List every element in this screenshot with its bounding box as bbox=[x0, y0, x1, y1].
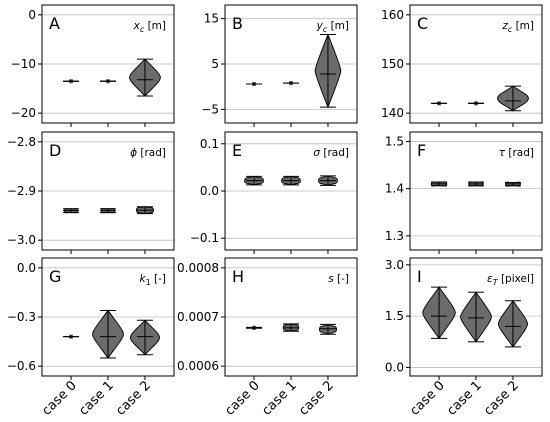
y-tick-label: 0.0008 bbox=[177, 261, 219, 275]
panel-variable-label: k1 [-] bbox=[139, 273, 166, 287]
panel-letter: I bbox=[417, 267, 422, 286]
x-category-label: case 0 bbox=[39, 378, 80, 419]
panel-letter: H bbox=[232, 267, 244, 286]
x-category-label: case 2 bbox=[296, 378, 337, 419]
panel-letter: E bbox=[232, 141, 242, 160]
panel-letter: F bbox=[417, 141, 426, 160]
panel-letter: C bbox=[417, 14, 428, 33]
y-tick-label: 0.1 bbox=[200, 137, 219, 151]
y-tick-label: 0.0 bbox=[200, 184, 219, 198]
y-tick-label: −3.0 bbox=[7, 233, 36, 247]
y-tick-label: 160 bbox=[381, 8, 404, 22]
x-category-label: case 1 bbox=[259, 378, 300, 419]
panel-E: 0.1 0.0 −0.1 E σ [rad] bbox=[190, 131, 358, 254]
panel-variable-label: ϕ [rad] bbox=[130, 147, 166, 159]
y-tick-label: 0.0006 bbox=[177, 359, 219, 373]
panel-B: 15 5 −5 B yc [m] bbox=[201, 4, 358, 127]
panel-F: 1.5 1.4 1.3 F τ [rad] bbox=[385, 131, 543, 254]
y-tick-label: 0.0 bbox=[385, 360, 404, 374]
x-category-label: case 1 bbox=[444, 378, 485, 419]
panel-letter: G bbox=[49, 267, 61, 286]
x-category-label: case 0 bbox=[407, 378, 448, 419]
y-tick-label: 1.5 bbox=[385, 134, 404, 148]
y-tick-label: 1.3 bbox=[385, 229, 404, 243]
x-category-label: case 2 bbox=[113, 378, 154, 419]
y-tick-label: 1.4 bbox=[385, 182, 404, 196]
panel-C: 160 150 140 C zc [m] bbox=[381, 4, 543, 127]
y-tick-label: 5 bbox=[211, 57, 219, 71]
panel-variable-label: s [-] bbox=[328, 273, 349, 285]
panel-variable-label: εT [pixel] bbox=[487, 273, 534, 287]
y-tick-label: −0.3 bbox=[7, 310, 36, 324]
y-tick-label: −2.8 bbox=[7, 135, 36, 149]
y-tick-label: 15 bbox=[204, 12, 219, 26]
panel-variable-label: τ [rad] bbox=[499, 147, 534, 159]
panel-letter: A bbox=[49, 14, 60, 33]
y-tick-label: 150 bbox=[381, 57, 404, 71]
y-tick-label: −5 bbox=[201, 102, 219, 116]
y-tick-label: −2.9 bbox=[7, 184, 36, 198]
y-tick-label: −20 bbox=[11, 106, 36, 120]
panel-letter: D bbox=[49, 141, 61, 160]
x-category-label: case 1 bbox=[76, 378, 117, 419]
y-tick-label: −0.1 bbox=[190, 231, 219, 245]
y-tick-label: 0.0 bbox=[17, 261, 36, 275]
y-tick-label: 1.5 bbox=[385, 309, 404, 323]
panel-variable-label: σ [rad] bbox=[313, 147, 349, 159]
panel-variable-label: xc [m] bbox=[133, 20, 166, 34]
y-tick-label: −10 bbox=[11, 57, 36, 71]
y-tick-label: 3.0 bbox=[385, 258, 404, 272]
y-tick-label: 0.0007 bbox=[177, 310, 219, 324]
panel-D: −2.8 −2.9 −3.0 D ϕ [rad] bbox=[7, 131, 175, 254]
y-tick-label: 0 bbox=[28, 8, 36, 22]
x-category-label: case 2 bbox=[481, 378, 522, 419]
panel-A: 0 −10 −20 A xc [m] bbox=[11, 4, 175, 127]
panel-variable-label: yc [m] bbox=[316, 20, 349, 34]
panel-variable-label: zc [m] bbox=[501, 20, 534, 34]
panel-letter: B bbox=[232, 14, 243, 33]
y-tick-label: −0.6 bbox=[7, 359, 36, 373]
y-tick-label: 140 bbox=[381, 106, 404, 120]
x-category-label: case 0 bbox=[222, 378, 263, 419]
